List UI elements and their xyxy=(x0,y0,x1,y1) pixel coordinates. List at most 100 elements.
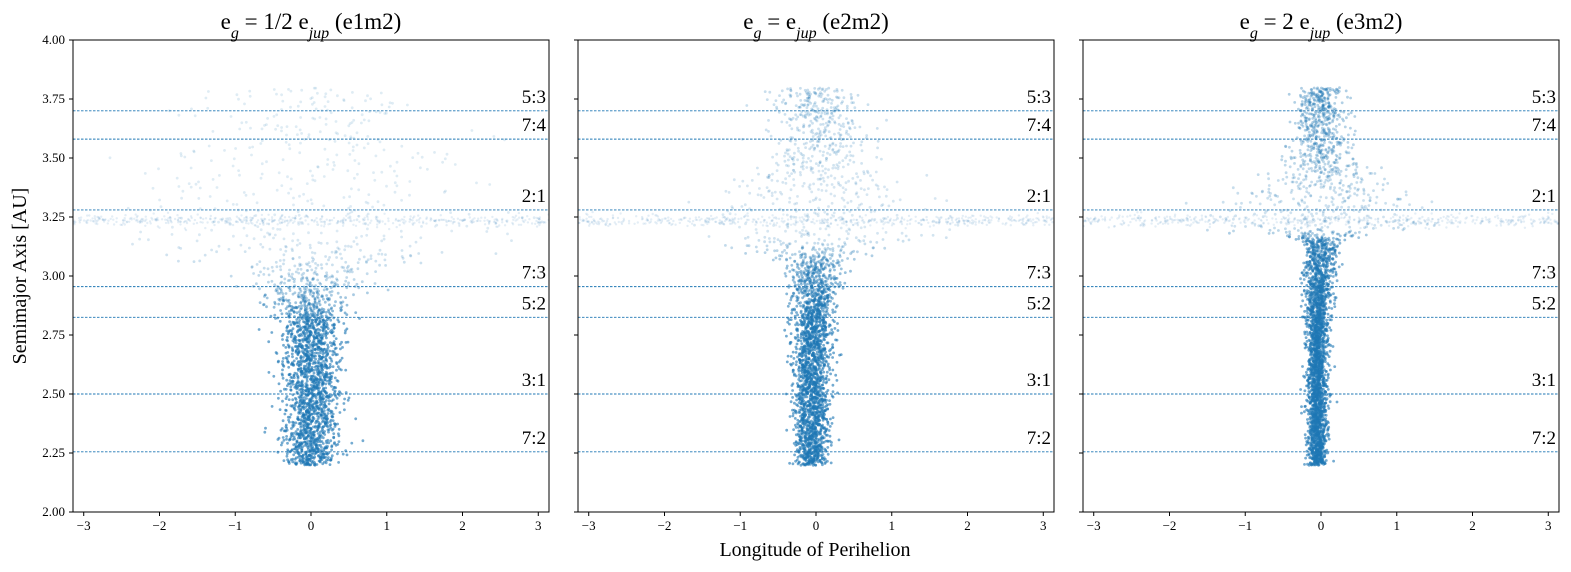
scatter-point xyxy=(322,394,325,397)
scatter-point xyxy=(315,295,319,298)
scatter-point xyxy=(96,219,100,222)
scatter-point xyxy=(305,276,309,280)
scatter-point xyxy=(806,404,810,408)
scatter-point xyxy=(835,276,839,280)
scatter-point xyxy=(122,219,125,222)
scatter-point xyxy=(501,221,504,224)
scatter-point xyxy=(825,333,829,337)
scatter-point xyxy=(322,386,325,390)
scatter-point xyxy=(815,274,818,278)
scatter-point xyxy=(417,218,421,221)
scatter-point xyxy=(314,424,317,428)
scatter-point xyxy=(158,226,161,229)
scatter-point xyxy=(375,215,378,218)
scatter-point xyxy=(320,215,324,218)
scatter-point xyxy=(238,218,242,222)
scatter-point xyxy=(795,273,799,277)
scatter-point xyxy=(795,458,799,462)
scatter-point xyxy=(357,214,360,218)
scatter-point xyxy=(376,216,379,219)
scatter-point xyxy=(824,377,828,380)
scatter-point xyxy=(823,346,827,350)
scatter-point xyxy=(314,357,317,361)
scatter-point xyxy=(393,181,397,185)
scatter-point xyxy=(377,252,380,256)
scatter-point xyxy=(268,247,272,251)
scatter-point xyxy=(276,227,279,231)
scatter-point xyxy=(409,254,413,258)
scatter-point xyxy=(238,173,241,177)
scatter-point xyxy=(159,205,163,209)
scatter-point xyxy=(299,100,303,104)
scatter-point xyxy=(260,213,264,217)
scatter-point xyxy=(199,220,202,224)
scatter-point xyxy=(94,222,97,225)
scatter-point xyxy=(277,382,281,386)
scatter-point xyxy=(819,342,823,346)
scatter-point xyxy=(185,220,188,223)
scatter-point xyxy=(325,287,329,291)
scatter-point xyxy=(315,364,318,368)
scatter-point xyxy=(326,445,329,448)
scatter-point xyxy=(274,351,278,354)
scatter-point xyxy=(827,274,831,277)
scatter-point xyxy=(796,339,800,342)
scatter-point xyxy=(408,244,412,248)
scatter-point xyxy=(790,311,794,315)
scatter-point xyxy=(803,282,806,286)
scatter-point xyxy=(350,106,354,110)
scatter-point xyxy=(299,366,303,370)
scatter-point xyxy=(440,218,443,221)
scatter-point xyxy=(285,428,289,432)
scatter-point xyxy=(244,216,248,219)
scatter-point xyxy=(301,313,305,317)
scatter-point xyxy=(395,225,398,229)
scatter-point xyxy=(331,388,335,391)
scatter-point xyxy=(82,219,86,222)
scatter-point xyxy=(307,223,310,226)
scatter-point xyxy=(196,213,199,216)
scatter-point xyxy=(175,176,179,180)
scatter-point xyxy=(801,296,804,300)
scatter-point xyxy=(229,274,233,278)
scatter-point xyxy=(804,274,808,277)
scatter-point xyxy=(812,276,816,280)
scatter-point xyxy=(357,188,361,192)
scatter-point xyxy=(793,281,796,284)
scatter-point xyxy=(293,277,296,281)
scatter-point xyxy=(505,219,508,223)
scatter-point xyxy=(486,226,490,230)
scatter-point xyxy=(304,219,307,222)
scatter-point xyxy=(265,296,269,300)
scatter-point xyxy=(345,266,349,270)
scatter-point xyxy=(438,219,441,222)
scatter-point xyxy=(301,221,304,224)
scatter-point xyxy=(262,266,266,270)
scatter-point xyxy=(494,252,498,256)
scatter-point xyxy=(334,406,338,410)
scatter-point xyxy=(189,166,193,170)
scatter-point xyxy=(298,242,302,245)
scatter-point xyxy=(788,302,791,305)
scatter-point xyxy=(270,279,274,283)
scatter-point xyxy=(366,94,369,98)
scatter-point xyxy=(284,397,288,400)
scatter-point xyxy=(785,292,789,296)
scatter-point xyxy=(827,275,831,279)
scatter-point xyxy=(309,426,313,430)
scatter-point xyxy=(287,191,290,195)
scatter-point xyxy=(300,221,303,224)
scatter-point xyxy=(826,407,829,411)
scatter-point xyxy=(829,353,832,356)
scatter-point xyxy=(429,217,432,220)
scatter-point xyxy=(138,221,142,224)
scatter-point xyxy=(435,223,439,227)
scatter-point xyxy=(312,220,316,223)
scatter-point xyxy=(439,214,442,217)
scatter-point xyxy=(441,160,444,164)
scatter-point xyxy=(795,270,798,274)
scatter-point xyxy=(826,440,830,443)
scatter-point xyxy=(272,236,275,240)
scatter-point xyxy=(318,116,322,119)
scatter-point xyxy=(334,251,337,255)
